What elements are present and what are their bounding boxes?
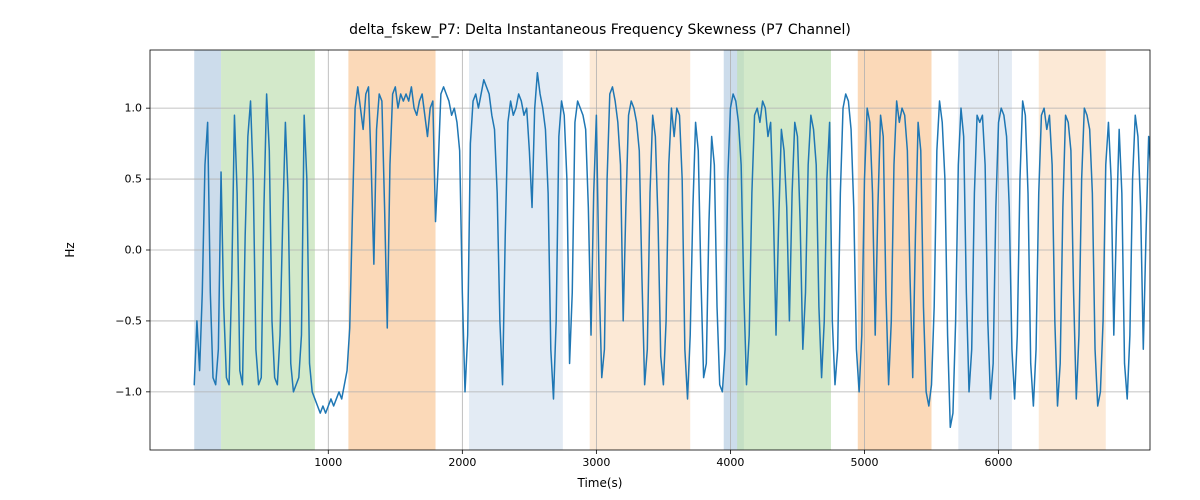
y-tick-label: 0.0 <box>102 244 142 257</box>
x-tick-label: 1000 <box>314 456 342 469</box>
x-tick-label: 5000 <box>850 456 878 469</box>
x-tick-label: 6000 <box>985 456 1013 469</box>
figure: delta_fskew_P7: Delta Instantaneous Freq… <box>0 0 1200 500</box>
chart-axes <box>150 50 1150 450</box>
x-axis-label: Time(s) <box>0 476 1200 490</box>
y-axis-label: Hz <box>63 242 77 257</box>
chart-title: delta_fskew_P7: Delta Instantaneous Freq… <box>0 22 1200 38</box>
y-tick-label: 1.0 <box>102 102 142 115</box>
x-tick-label: 4000 <box>716 456 744 469</box>
y-tick-label: 0.5 <box>102 173 142 186</box>
x-tick-label: 3000 <box>582 456 610 469</box>
x-tick-label: 2000 <box>448 456 476 469</box>
y-tick-label: −0.5 <box>102 314 142 327</box>
y-tick-label: −1.0 <box>102 385 142 398</box>
